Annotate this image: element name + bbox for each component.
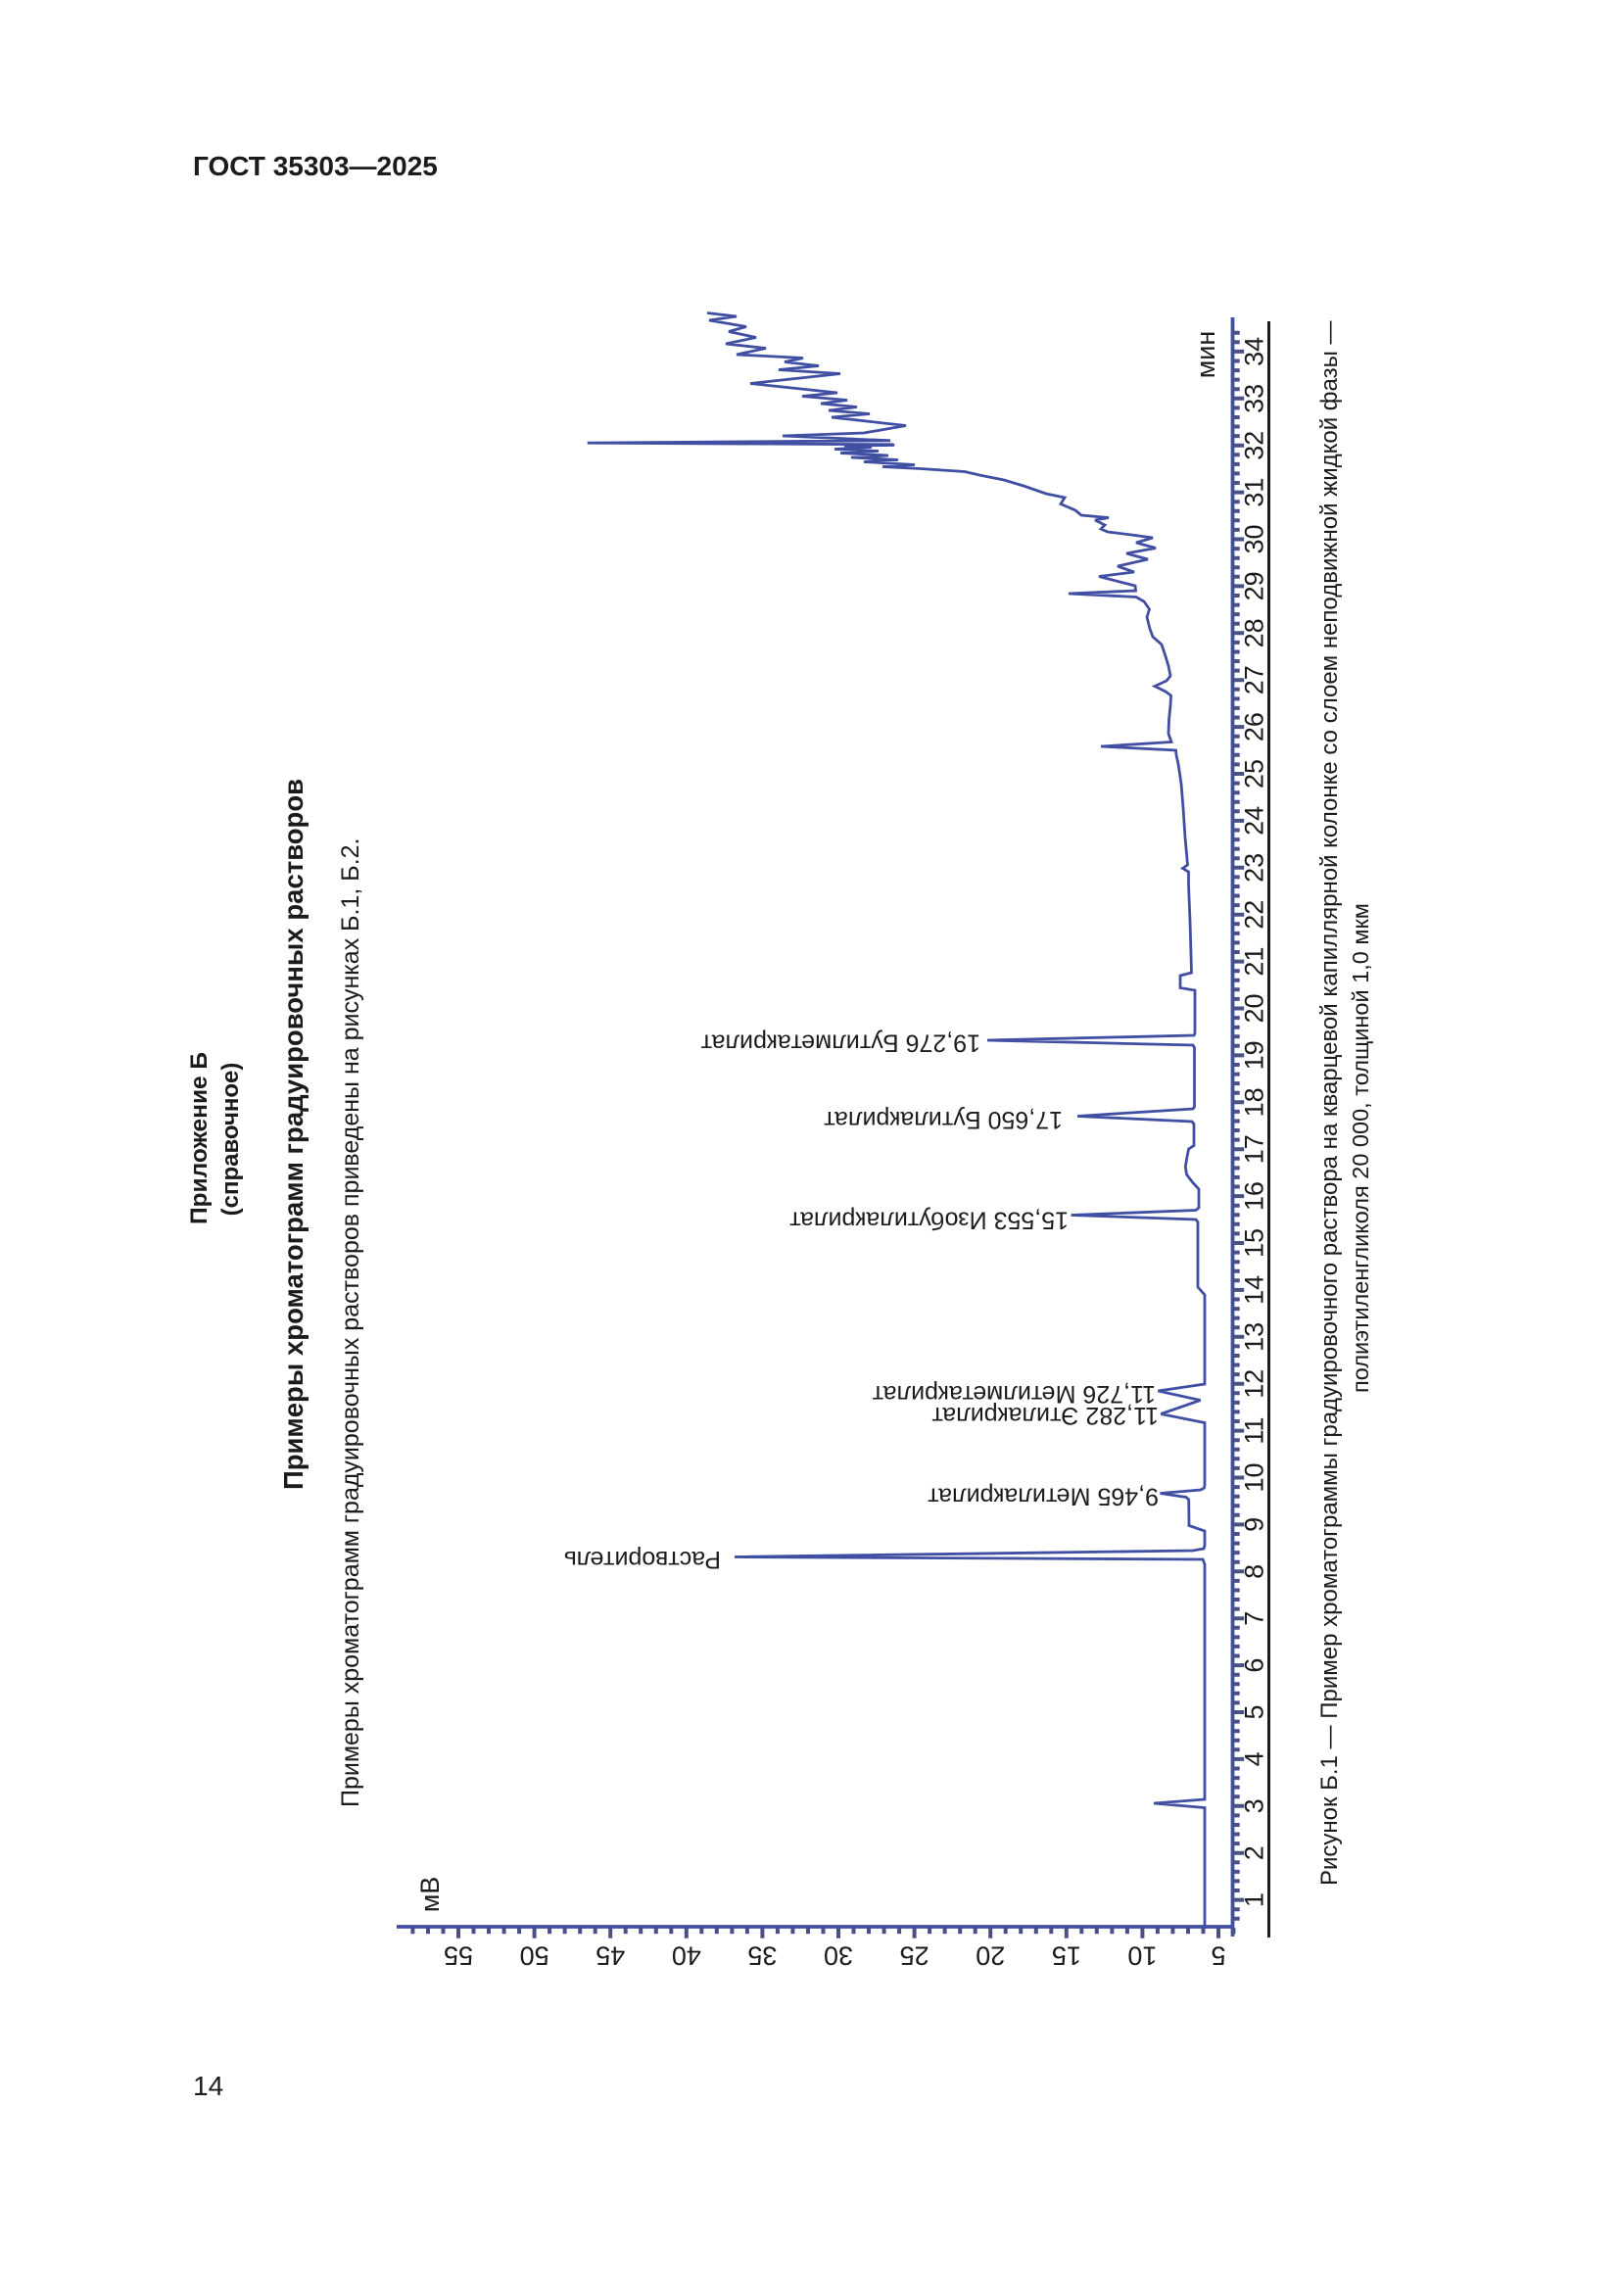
svg-text:55: 55 (444, 1941, 473, 1971)
svg-text:33: 33 (1240, 384, 1269, 413)
svg-text:27: 27 (1240, 665, 1269, 694)
svg-text:мВ: мВ (415, 1877, 445, 1913)
svg-text:17,650 Бутилакрилат: 17,650 Бутилакрилат (824, 1106, 1063, 1133)
svg-text:25: 25 (1240, 759, 1269, 789)
svg-text:16: 16 (1240, 1181, 1269, 1211)
svg-text:9: 9 (1240, 1517, 1269, 1532)
svg-text:22: 22 (1240, 900, 1269, 930)
svg-text:Примеры хроматограмм градуиров: Примеры хроматограмм градуировочных раст… (337, 838, 364, 1808)
svg-text:29: 29 (1240, 571, 1269, 600)
svg-text:1: 1 (1240, 1892, 1269, 1907)
svg-text:10: 10 (1240, 1462, 1269, 1492)
svg-text:9,465 Метилакрилат: 9,465 Метилакрилат (928, 1483, 1159, 1510)
svg-text:32: 32 (1240, 431, 1269, 460)
svg-text:21: 21 (1240, 947, 1269, 977)
svg-text:полиэтиленгликоля 20 000, толщ: полиэтиленгликоля 20 000, толщиной 1,0 м… (1348, 903, 1373, 1393)
svg-text:8: 8 (1240, 1564, 1269, 1579)
svg-text:11,282 Этилакрилат: 11,282 Этилакрилат (931, 1402, 1159, 1429)
svg-text:мин: мин (1191, 331, 1220, 379)
svg-text:5: 5 (1240, 1704, 1269, 1719)
svg-text:(справочное): (справочное) (217, 1063, 244, 1217)
svg-text:7: 7 (1240, 1611, 1269, 1626)
svg-text:Рисунок Б.1 — Пример хроматогр: Рисунок Б.1 — Пример хроматограммы граду… (1316, 320, 1343, 1886)
svg-text:20: 20 (976, 1941, 1005, 1971)
svg-text:30: 30 (824, 1941, 853, 1971)
svg-text:3: 3 (1240, 1798, 1269, 1813)
svg-text:28: 28 (1240, 618, 1269, 647)
svg-text:Растворитель: Растворитель (564, 1546, 721, 1573)
svg-text:18: 18 (1240, 1087, 1269, 1117)
svg-text:30: 30 (1240, 524, 1269, 553)
svg-text:6: 6 (1240, 1658, 1269, 1673)
svg-text:15: 15 (1052, 1941, 1081, 1971)
svg-text:11: 11 (1240, 1417, 1269, 1445)
svg-text:40: 40 (672, 1941, 701, 1971)
svg-text:Примеры хроматограмм градуиров: Примеры хроматограмм градуировочных раст… (278, 779, 309, 1490)
svg-text:50: 50 (520, 1941, 549, 1971)
svg-text:26: 26 (1240, 712, 1269, 741)
svg-text:20: 20 (1240, 993, 1269, 1023)
svg-text:15,553 Изобутилакрилат: 15,553 Изобутилакрилат (789, 1207, 1069, 1234)
svg-text:13: 13 (1240, 1322, 1269, 1352)
svg-text:17: 17 (1240, 1134, 1269, 1164)
svg-text:12: 12 (1240, 1369, 1269, 1399)
svg-text:45: 45 (596, 1941, 625, 1971)
svg-text:19: 19 (1240, 1040, 1269, 1070)
svg-text:19,276 Бутилметакрилат: 19,276 Бутилметакрилат (700, 1029, 980, 1057)
svg-text:11,726 Метилметакрилат: 11,726 Метилметакрилат (872, 1380, 1156, 1408)
svg-text:2: 2 (1240, 1845, 1269, 1860)
svg-text:35: 35 (747, 1941, 777, 1971)
svg-text:15: 15 (1240, 1228, 1269, 1258)
svg-text:10: 10 (1127, 1941, 1157, 1971)
svg-text:34: 34 (1240, 337, 1269, 366)
svg-text:31: 31 (1240, 478, 1269, 507)
svg-text:Приложение Б: Приложение Б (186, 1052, 213, 1224)
svg-text:14: 14 (1240, 1275, 1269, 1305)
svg-text:4: 4 (1240, 1751, 1269, 1766)
svg-text:ГОСТ 35303—2025: ГОСТ 35303—2025 (193, 151, 438, 181)
svg-text:23: 23 (1240, 853, 1269, 883)
svg-text:14: 14 (193, 2071, 223, 2101)
svg-text:24: 24 (1240, 806, 1269, 836)
svg-text:25: 25 (900, 1941, 929, 1971)
svg-text:5: 5 (1211, 1941, 1225, 1971)
